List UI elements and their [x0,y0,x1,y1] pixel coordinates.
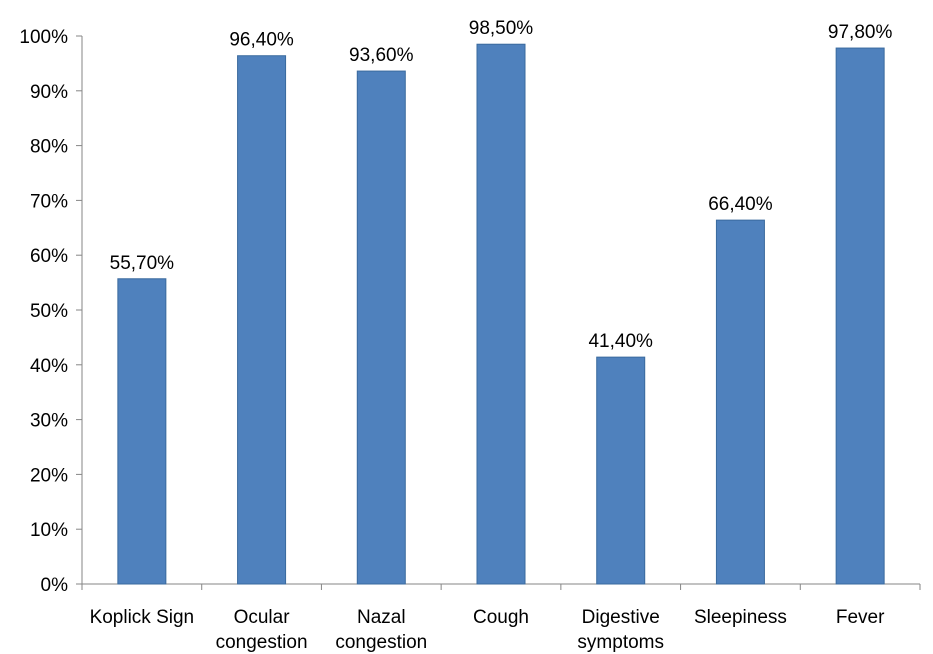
category-label-line: Sleepiness [694,607,787,628]
x-axis [81,583,921,590]
bar [835,47,885,585]
bar [237,55,287,585]
y-tick-label: 80% [30,137,68,158]
y-tick-label: 90% [30,82,68,103]
category-label: Koplick Sign [90,607,195,628]
category-label-line: congestion [216,632,308,653]
category-label-line: Digestive [582,607,660,628]
category-label-line: Fever [836,607,885,628]
bar [715,219,765,585]
data-label: 97,80% [828,22,893,43]
bars [117,43,885,585]
data-label: 41,40% [588,331,653,352]
y-tick-label: 20% [30,465,68,486]
y-tick-label: 50% [30,301,68,322]
y-tick-label: 70% [30,191,68,212]
data-label: 98,50% [469,18,534,39]
category-label-line: symptoms [577,632,664,653]
category-label-line: Koplick Sign [90,607,195,628]
category-label-line: Cough [473,607,529,628]
category-label: Sleepiness [694,607,787,628]
category-label: Digestive symptoms [577,607,664,653]
y-tick-label: 0% [41,575,69,596]
data-label: 96,40% [229,30,294,51]
bar [117,278,167,585]
bar [596,356,646,585]
category-label: Cough [473,607,529,628]
y-axis: 0% 10% 20% 30% 40% 50% 60% 70% 80% 90% 100% [19,27,83,596]
data-label: 66,40% [708,194,773,215]
data-label: 55,70% [110,253,175,274]
category-label: Fever [836,607,885,628]
data-labels: 55,70% 96,40% 93,60% 98,50% 41,40% 66,40% 97,8… [110,18,893,352]
category-label-line: congestion [335,632,427,653]
category-label-line: Nazal [357,607,406,628]
y-tick-label: 10% [30,520,68,541]
bar [476,43,526,585]
category-label-line: Ocular [234,607,291,628]
y-tick-label: 30% [30,411,68,432]
y-tick-label: 40% [30,356,68,377]
y-tick-label: 60% [30,246,68,267]
category-labels: Koplick Sign Ocular congestion Nazal congest… [90,607,886,653]
bar [356,70,406,585]
data-label: 93,60% [349,45,414,66]
y-tick-label: 100% [19,27,68,48]
category-label: Ocular congestion [216,607,308,653]
category-label: Nazal congestion [335,607,427,653]
